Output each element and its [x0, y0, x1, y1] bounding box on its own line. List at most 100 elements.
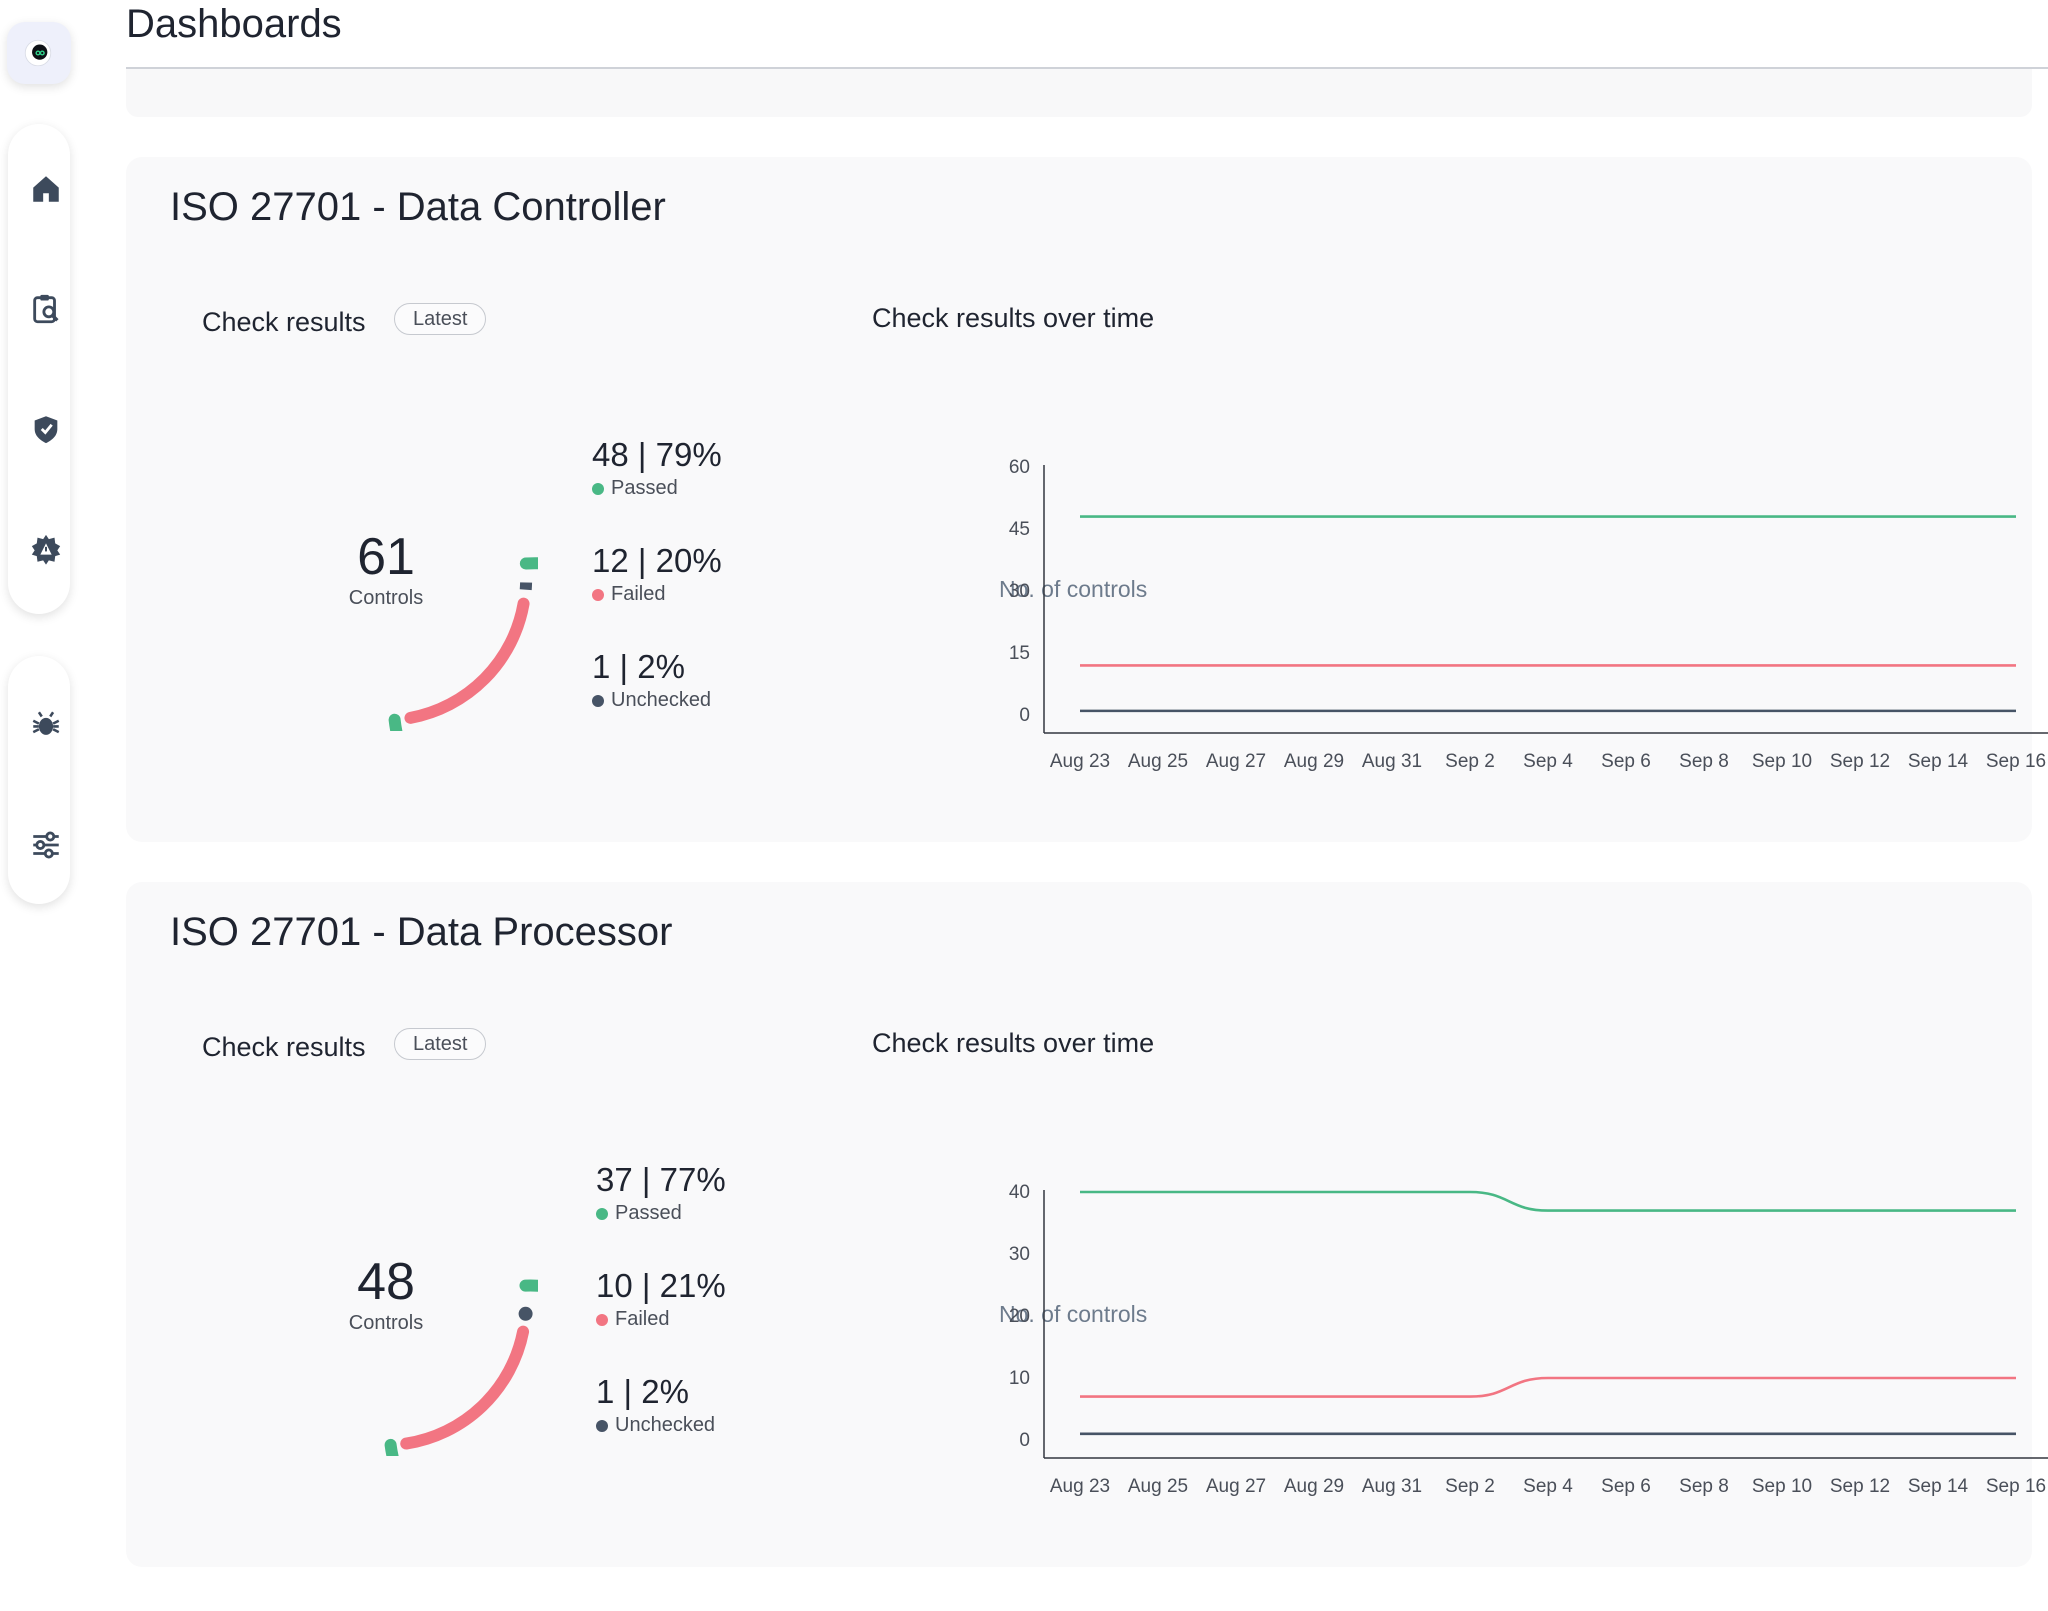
- donut-failed-arc: [400, 1325, 530, 1450]
- x-tick-label: Aug 29: [1284, 751, 1344, 772]
- donut-unchecked-dot: [518, 1306, 533, 1321]
- total-controls-caption: Controls: [348, 1312, 424, 1334]
- total-controls-value: 48: [357, 1253, 415, 1311]
- stat-value: 12 | 20%: [592, 542, 722, 579]
- logo-icon: [19, 34, 57, 72]
- y-tick-label: 45: [1009, 519, 1030, 540]
- failed-dot-icon: [592, 588, 604, 601]
- y-tick-label: 0: [1019, 705, 1030, 726]
- y-tick-label: 60: [1009, 457, 1030, 478]
- x-tick-label: Sep 14: [1908, 751, 1969, 772]
- x-tick-label: Sep 14: [1908, 1476, 1969, 1497]
- card-title: ISO 27701 - Data Controller: [170, 185, 666, 229]
- stat-label: Unchecked: [615, 1414, 716, 1436]
- latest-badge[interactable]: Latest: [394, 1028, 487, 1060]
- y-axis-label: No. of controls: [999, 1301, 1147, 1327]
- stat-failed: 12 | 20% Failed: [592, 541, 722, 606]
- stat-value: 37 | 77%: [596, 1161, 726, 1198]
- y-tick-label: 20: [1009, 1306, 1030, 1327]
- unchecked-dot-icon: [596, 1419, 608, 1432]
- x-tick-label: Sep 16: [1986, 1476, 2046, 1497]
- passed-dot-icon: [596, 1207, 608, 1220]
- stat-unchecked: 1 | 2% Unchecked: [592, 647, 711, 712]
- logo-button[interactable]: [7, 22, 71, 84]
- failed-dot-icon: [596, 1313, 608, 1326]
- stat-passed: 37 | 77% Passed: [596, 1160, 726, 1225]
- stat-failed: 10 | 21% Failed: [596, 1266, 726, 1331]
- results-donut[interactable]: [234, 1152, 538, 1456]
- x-tick-label: Aug 25: [1128, 1476, 1188, 1497]
- stat-label: Passed: [611, 477, 678, 499]
- sliders-icon[interactable]: [27, 826, 65, 864]
- filter-bar: [126, 69, 2032, 117]
- x-tick-label: Sep 8: [1679, 751, 1729, 772]
- y-axis-label: No. of controls: [999, 576, 1147, 602]
- stat-passed: 48 | 79% Passed: [592, 435, 722, 500]
- y-tick-label: 10: [1009, 1368, 1030, 1389]
- results-donut[interactable]: [234, 427, 538, 731]
- y-tick-label: 0: [1019, 1430, 1030, 1451]
- stat-unchecked: 1 | 2% Unchecked: [596, 1372, 715, 1437]
- results-over-time-chart[interactable]: No. of controls 0 15 30 45 60 Aug 23 Aug 25 Aug …: [866, 407, 2048, 797]
- x-tick-label: Aug 25: [1128, 751, 1188, 772]
- donut-center: 61 Controls: [234, 527, 538, 610]
- results-over-time-chart[interactable]: No. of controls 0 10 20 30 40 Aug 23 Aug 25 Aug …: [866, 1132, 2048, 1522]
- x-tick-label: Aug 23: [1050, 1476, 1110, 1497]
- y-tick-label: 15: [1009, 643, 1030, 664]
- x-tick-label: Sep 4: [1523, 751, 1573, 772]
- total-controls-value: 61: [357, 528, 415, 586]
- x-tick-label: Sep 4: [1523, 1476, 1573, 1497]
- x-tick-label: Aug 31: [1362, 751, 1422, 772]
- x-tick-label: Sep 8: [1679, 1476, 1729, 1497]
- stat-label: Unchecked: [611, 689, 712, 711]
- x-tick-label: Sep 12: [1830, 1476, 1890, 1497]
- header-divider: [126, 67, 2048, 69]
- x-tick-label: Sep 6: [1601, 751, 1651, 772]
- x-tick-label: Sep 16: [1986, 751, 2046, 772]
- latest-badge[interactable]: Latest: [394, 303, 487, 335]
- unchecked-dot-icon: [592, 694, 604, 707]
- card-title: ISO 27701 - Data Processor: [170, 910, 673, 954]
- donut-center: 48 Controls: [234, 1252, 538, 1335]
- series-line-passed: [1080, 1190, 2016, 1212]
- chart-title: Check results over time: [872, 1028, 1155, 1058]
- sidebar-secondary-group: [8, 656, 70, 904]
- sidebar: [0, 0, 80, 1611]
- stat-value: 1 | 2%: [596, 1373, 689, 1410]
- total-controls-caption: Controls: [348, 587, 424, 609]
- check-results-label: Check results: [202, 1032, 366, 1062]
- shield-check-icon[interactable]: [27, 410, 65, 448]
- x-tick-label: Sep 12: [1830, 751, 1890, 772]
- sidebar-main-group: [8, 124, 70, 614]
- stat-label: Passed: [615, 1202, 682, 1224]
- dashboard-card-data-controller: ISO 27701 - Data Controller Check result…: [126, 157, 2048, 842]
- passed-dot-icon: [592, 482, 604, 495]
- clipboard-search-icon[interactable]: [27, 290, 65, 328]
- x-tick-label: Aug 29: [1284, 1476, 1344, 1497]
- bug-icon[interactable]: [27, 706, 65, 744]
- x-tick-label: Sep 2: [1445, 751, 1495, 772]
- x-tick-label: Aug 27: [1206, 751, 1266, 772]
- donut-failed-arc: [404, 597, 530, 724]
- y-tick-label: 40: [1009, 1182, 1030, 1203]
- stat-label: Failed: [611, 583, 666, 605]
- x-tick-label: Aug 23: [1050, 751, 1110, 772]
- y-tick-label: 30: [1009, 1244, 1030, 1265]
- stat-label: Failed: [615, 1308, 670, 1330]
- stat-value: 48 | 79%: [592, 436, 722, 473]
- x-tick-label: Sep 2: [1445, 1476, 1495, 1497]
- x-tick-label: Sep 10: [1752, 751, 1812, 772]
- home-icon[interactable]: [27, 170, 65, 208]
- x-tick-label: Aug 31: [1362, 1476, 1422, 1497]
- y-tick-label: 30: [1009, 581, 1030, 602]
- x-tick-label: Sep 10: [1752, 1476, 1812, 1497]
- series-line-failed: [1080, 1376, 2016, 1398]
- chart-title: Check results over time: [872, 303, 1155, 333]
- check-results-label: Check results: [202, 307, 366, 337]
- stat-value: 10 | 21%: [596, 1267, 726, 1304]
- x-tick-label: Sep 6: [1601, 1476, 1651, 1497]
- page-title: Dashboards: [126, 2, 342, 46]
- stat-value: 1 | 2%: [592, 648, 685, 685]
- x-tick-label: Aug 27: [1206, 1476, 1266, 1497]
- gear-alert-icon[interactable]: [27, 530, 65, 568]
